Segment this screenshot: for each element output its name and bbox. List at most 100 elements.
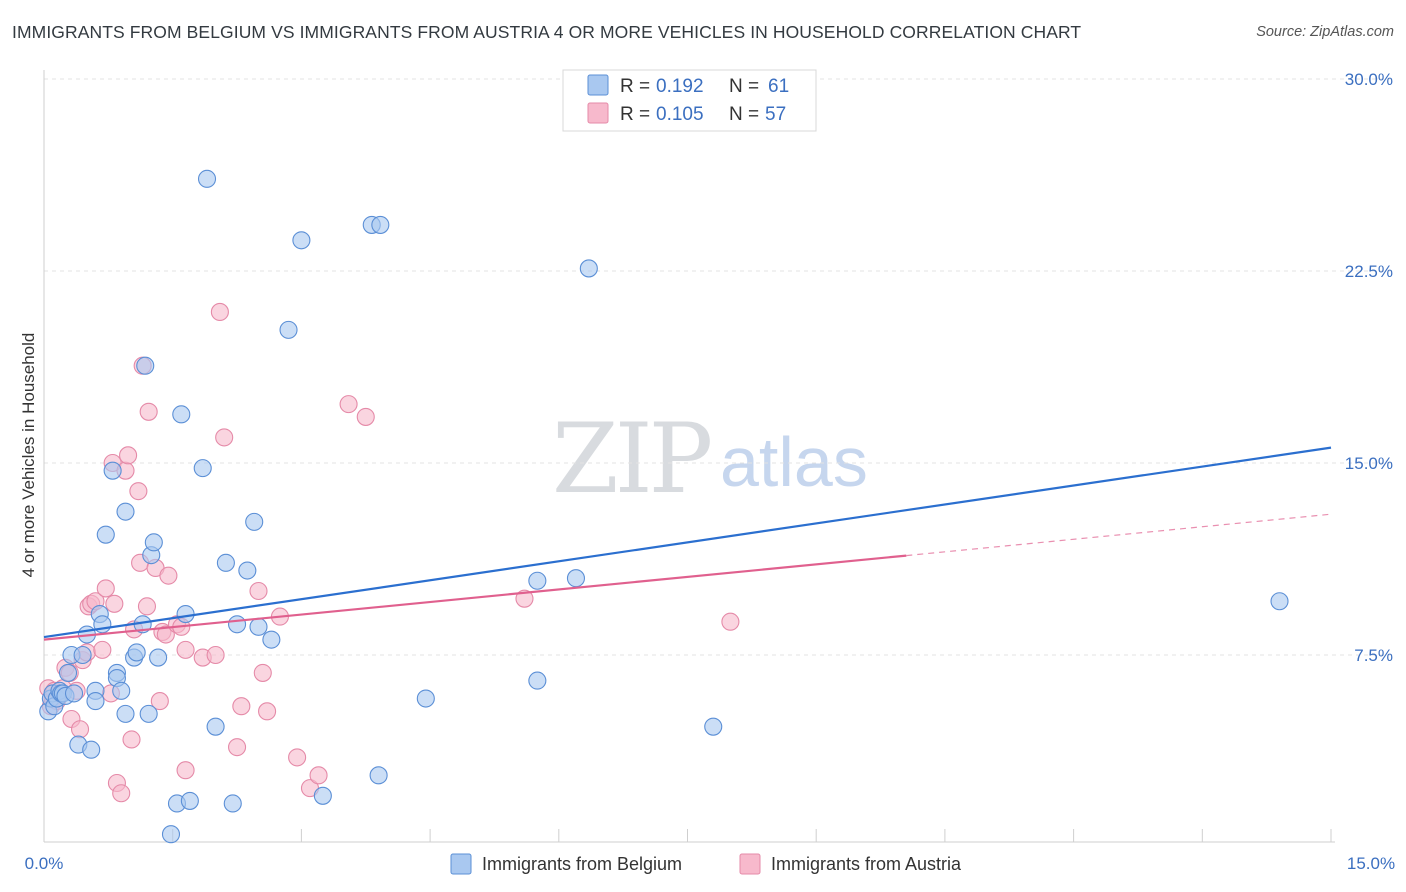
austria-point [150,692,169,711]
bottom-legend-swatch-austria [739,853,761,875]
austria-point [105,594,124,613]
y-tick-label: 7.5% [1354,646,1393,665]
austria-point [70,720,90,739]
belgium-point [73,645,92,665]
austria-point [339,395,358,414]
belgium-point [704,717,723,736]
austria-point [721,612,740,631]
belgium-point [228,615,247,634]
bottom-legend-swatch-belgium [450,853,472,875]
belgium-point [149,648,168,667]
belgium-point [172,405,191,424]
belgium-point [292,231,311,250]
austria-point [156,625,175,644]
watermark-atlas: atlas [720,423,868,501]
chart-title: IMMIGRANTS FROM BELGIUM VS IMMIGRANTS FR… [12,22,1082,42]
austria-point [515,589,534,608]
belgium-point [116,502,135,521]
austria-point [112,784,131,803]
austria-point [210,302,229,322]
belgium-point [96,525,115,544]
belgium-point [103,461,122,480]
austria-point [93,640,112,659]
y-tick-label: 22.5% [1345,262,1393,281]
austria-point [356,407,375,426]
austria-point [232,697,251,716]
austria-point [249,581,268,601]
belgium-point [86,692,105,711]
belgium-trend-line [43,446,1332,639]
belgium-point [223,794,242,813]
belgium-point [161,825,181,844]
belgium-point [279,320,298,339]
austria-trend-line-extension [906,513,1332,557]
belgium-point [82,740,101,759]
austria-point [309,766,328,785]
belgium-point [112,681,131,700]
austria-point [139,402,158,421]
belgium-point [144,533,163,552]
bottom-legend-austria-label: Immigrants from Austria [771,854,962,874]
austria-point [206,645,225,665]
y-tick-label: 15.0% [1345,454,1393,473]
belgium-point [176,604,195,624]
legend-box: R = 0.192 N = 61 R = 0.105 N = 57 [562,69,817,132]
bottom-legend: Immigrants from Belgium Immigrants from … [450,853,962,875]
austria-point [122,730,141,749]
bottom-legend-belgium-label: Immigrants from Belgium [482,854,682,874]
austria-point [129,482,148,501]
belgium-point [416,689,435,708]
belgium-point [180,791,199,810]
austria-point [119,446,138,465]
y-axis-title: 4 or more Vehicles in Household [19,333,38,578]
austria-point [215,428,234,447]
austria-point [288,748,307,767]
belgium-point [566,569,586,588]
legend-austria-n-label: N = [729,104,759,125]
y-tick-labels: 7.5% 15.0% 22.5% 30.0% [1345,70,1393,665]
belgium-point [262,630,281,649]
austria-trend-line [43,554,907,641]
trend-lines [43,446,1332,641]
austria-point [176,640,195,659]
belgium-point [313,786,332,805]
series-belgium-points [39,169,1289,844]
austria-point [228,738,247,757]
watermark-zip: ZIP [552,403,711,515]
belgium-point [579,259,598,278]
x-tick-label-max: 15.0% [1347,854,1395,873]
x-tick-label-min: 0.0% [25,854,64,873]
belgium-point [249,617,268,636]
legend-belgium-r-label: R = [620,76,650,97]
y-tick-label: 30.0% [1345,70,1393,89]
belgium-point [528,671,547,690]
belgium-point [116,704,135,723]
source-label: Source: ZipAtlas.com [1256,24,1394,40]
belgium-point [1270,592,1289,611]
austria-point [258,702,277,721]
legend-belgium-n-label: N = [729,76,759,97]
belgium-point [216,553,235,572]
belgium-point [64,684,84,703]
legend-swatch-belgium [587,74,609,96]
belgium-point [245,512,264,531]
belgium-point [197,169,217,188]
legend-austria-r-label: R = [620,104,650,125]
belgium-point [206,717,225,736]
belgium-point [139,704,158,723]
belgium-point [371,215,390,234]
x-axis-ticks [43,829,1332,842]
belgium-point [136,356,155,375]
austria-point [159,566,178,585]
legend-belgium-r-value: 0.192 [656,76,704,97]
legend-austria-r-value: 0.105 [656,104,704,125]
austria-point [176,761,195,780]
belgium-point [58,663,78,682]
austria-point [253,663,272,682]
belgium-point [528,571,547,590]
austria-point [96,579,115,598]
belgium-point [238,561,257,580]
legend-belgium-n-value: 61 [768,76,789,97]
legend-swatch-austria [587,102,609,124]
